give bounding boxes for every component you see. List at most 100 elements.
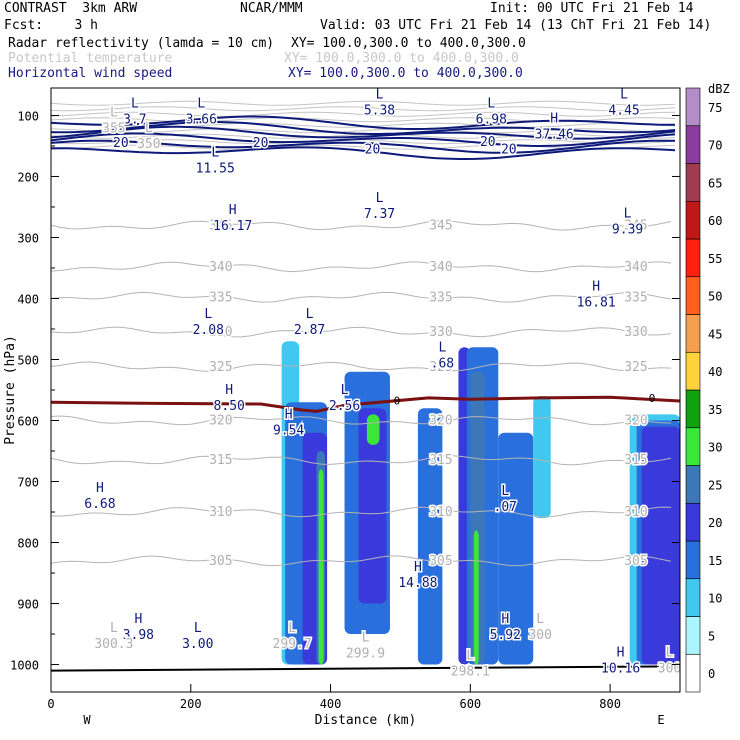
wind-extremum-value: 5.38 (364, 103, 395, 118)
colorbar-label: 35 (708, 403, 722, 417)
reflectivity-cell-13 (498, 432, 534, 665)
wind-extremum-value: 6.98 (476, 112, 507, 127)
wind-extremum-value: .07 (494, 500, 517, 515)
reflectivity-cell-6 (358, 408, 387, 604)
colorbar-label: 5 (708, 629, 715, 643)
wind-extremum-value: 2.87 (294, 323, 325, 338)
theta-extremum-value: 298.1 (451, 665, 490, 680)
legend-field-wind: Horizontal wind speed (8, 66, 173, 81)
wind-extremum-value: 8.50 (214, 399, 245, 414)
wind-contour (50, 121, 676, 135)
theta-contour-upper (50, 111, 676, 117)
freezing-level-label: 0 (394, 394, 401, 407)
theta-contour-label: 340 (429, 260, 452, 275)
header-model: CONTRAST 3km ARW (4, 2, 137, 16)
wind-extremum-type: L (211, 145, 219, 160)
wind-extremum-type: H (134, 612, 142, 627)
wind-extremum-type: H (225, 383, 233, 398)
theta-extremum-type: L (466, 649, 474, 664)
theta-contour-label: 315 (624, 453, 647, 468)
wind-extremum-value: 9.39 (612, 222, 643, 237)
theta-contour-335 (50, 291, 672, 303)
wind-contour (50, 115, 675, 130)
colorbar-swatch-35 (685, 389, 701, 429)
reflectivity-cell-14 (533, 396, 551, 519)
theta-contour-label: 335 (209, 290, 232, 305)
x-tick-label: 800 (599, 697, 621, 711)
colorbar-label: 40 (708, 365, 722, 379)
header-valid-time: Valid: 03 UTC Fri 21 Feb 14 (13 ChT Fri … (320, 18, 712, 33)
y-tick-label: 800 (17, 537, 39, 551)
theta-contour-label: 340 (209, 260, 232, 275)
theta-extremum-type: L (362, 630, 370, 645)
y-tick-label: 400 (17, 292, 39, 306)
wind-extremum-value: 2.08 (193, 323, 224, 338)
model-name: CONTRAST (4, 1, 67, 16)
legend-field-wind-xy: XY= 100.0,300.0 to 400.0,300.0 (288, 66, 523, 81)
colorbar-label: 0 (708, 667, 715, 681)
wind-contour (51, 146, 676, 160)
wind-contour-label: 20 (365, 142, 381, 157)
theta-extremum-value: 299.7 (273, 637, 312, 652)
colorbar-swatch-75 (685, 87, 701, 127)
x-tick-label: 200 (180, 697, 202, 711)
x-tick-label: 0 (47, 697, 54, 711)
wind-extremum-type: H (285, 408, 293, 423)
header-institution: NCAR/MMM (240, 1, 303, 16)
reflectivity-cell-7 (366, 414, 380, 445)
colorbar: dBZ 0 5 10 15 20 25 30 35 40 45 50 55 60 65 70 75 (685, 82, 730, 693)
wind-extremum-type: H (96, 481, 104, 496)
colorbar-swatch-20 (685, 502, 701, 542)
colorbar-swatch-30 (685, 427, 701, 466)
theta-contour-325 (50, 361, 672, 373)
colorbar-swatch-70 (685, 125, 701, 164)
wind-extremum-value: 3.00 (182, 637, 213, 652)
colorbar-label: 60 (708, 214, 722, 228)
direction-east-label: E (657, 713, 664, 727)
theta-contour-label: 320 (624, 414, 647, 429)
theta-extremum-type: L (536, 612, 544, 627)
legend-field-reflectivity-xy: XY= 100.0,300.0 to 400.0,300.0 (291, 36, 526, 51)
legend-field-reflectivity: Radar reflectivity (lamda = 10 cm) (8, 36, 275, 51)
theta-contour-label: 345 (429, 218, 452, 233)
wind-extremum-type: L (131, 96, 139, 111)
direction-west-label: W (83, 713, 91, 727)
wind-contour-label: 20 (480, 135, 496, 150)
wind-extremum-type: L (306, 307, 314, 322)
theta-contour-label: 340 (624, 260, 647, 275)
theta-contour-label: 325 (209, 360, 232, 375)
colorbar-swatch-60 (685, 200, 701, 240)
theta-extremum-value: 300.3 (94, 637, 133, 652)
theta-contour-label: 330 (429, 325, 452, 340)
wind-extremum-type: L (194, 621, 202, 636)
wind-extremum-type: L (197, 96, 205, 111)
x-axis-label: Distance (km) (315, 713, 417, 728)
theta-contour-label: 345 (624, 218, 647, 233)
y-tick-label: 900 (17, 598, 39, 612)
theta-contour-label: 345 (209, 218, 232, 233)
colorbar-label: 55 (708, 252, 722, 266)
wind-extremum-type: L (341, 383, 349, 398)
colorbar-title: dBZ (708, 82, 730, 96)
wind-extremum-type: H (229, 203, 237, 218)
colorbar-swatch-0 (685, 653, 701, 693)
wind-extremum-type: H (501, 612, 509, 627)
forecast-label: Fcst: (4, 18, 44, 33)
wind-contour-label: 20 (501, 142, 517, 157)
wind-speed-contours: 20 20 20 20 20 (50, 115, 676, 160)
theta-contour-label: 305 (429, 554, 452, 569)
reflectivity-cell-8 (417, 408, 443, 665)
wind-extremum-value: 37.46 (535, 128, 574, 143)
theta-contour-label: 335 (429, 290, 452, 305)
colorbar-label: 65 (708, 176, 722, 190)
theta-contour-305 (50, 555, 672, 567)
wind-extremum-type: L (204, 307, 212, 322)
colorbar-label: 20 (708, 516, 722, 530)
wind-extremum-value: 3.66 (186, 112, 217, 127)
wind-extremum-value: 9.54 (273, 424, 304, 439)
y-tick-label: 200 (17, 170, 39, 184)
theta-contour-upper (50, 106, 676, 112)
colorbar-label: 70 (708, 139, 722, 153)
